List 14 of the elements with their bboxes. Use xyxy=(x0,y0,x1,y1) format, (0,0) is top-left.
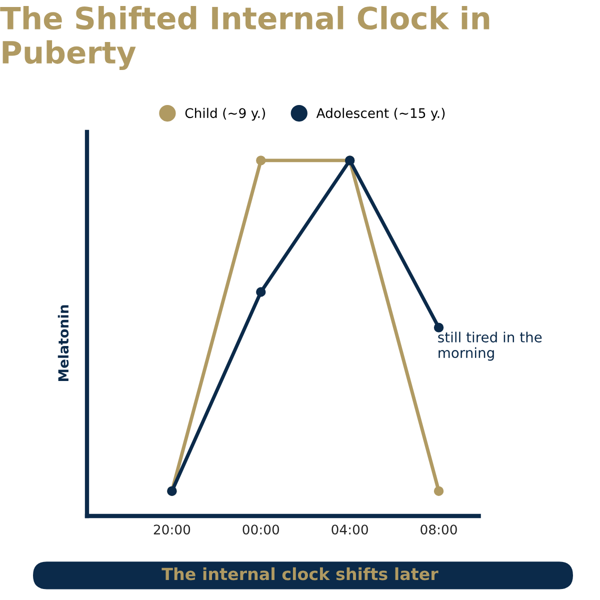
annotation: still tired in the morning xyxy=(438,332,542,361)
point xyxy=(256,156,266,166)
point xyxy=(256,287,266,297)
text: The internal clock shifts later xyxy=(162,567,438,580)
x-tick-label: 04:00 xyxy=(332,524,368,535)
point xyxy=(434,486,444,496)
x-tick-label: 00:00 xyxy=(242,524,280,535)
legend-label: Adolescent (~15 y.) xyxy=(316,108,445,121)
x-tick-label: 08:00 xyxy=(420,524,457,535)
legend-label: Child (~9 y.) xyxy=(185,108,266,121)
y-axis-title: Melatonin xyxy=(58,305,69,381)
x-tick-label: 20:00 xyxy=(154,524,190,535)
chart-title: The Shifted Internal Clock in Puberty xyxy=(0,6,490,70)
point xyxy=(434,322,444,332)
